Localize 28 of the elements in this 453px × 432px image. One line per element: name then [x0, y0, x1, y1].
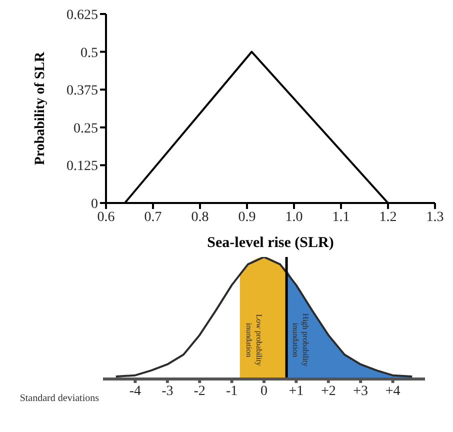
x-axis-title: Standard deviations — [20, 393, 100, 404]
annotation: Low probability inundation — [244, 314, 264, 366]
x-tick-label: 0.8 — [191, 210, 209, 225]
y-tick-label: 0.5 — [80, 46, 98, 61]
y-tick-label: 0.375 — [66, 84, 98, 99]
y-tick-label: 0.125 — [66, 159, 98, 174]
x-tick-label: -1 — [226, 384, 238, 399]
x-tick-label: -2 — [194, 384, 206, 399]
x-tick-label: +4 — [385, 384, 400, 399]
x-tick-label: 1.0 — [285, 210, 303, 225]
x-tick-label: +1 — [288, 384, 304, 399]
x-tick-label: +2 — [320, 384, 336, 399]
x-tick-label: 1.3 — [426, 210, 444, 225]
y-tick-label: 0.625 — [66, 8, 98, 23]
y-tick-label: 0 — [91, 196, 98, 212]
x-tick-label: 0.7 — [144, 210, 162, 225]
x-tick-label: +3 — [353, 384, 368, 399]
x-tick-label: 1.2 — [379, 210, 397, 225]
annotation: High probability inundation — [291, 313, 310, 367]
x-axis-title: Sea-level rise (SLR) — [207, 235, 334, 251]
x-tick-label: 0.6 — [97, 210, 115, 225]
x-tick-label: -4 — [129, 384, 142, 399]
y-axis-title: Probability of SLR — [33, 50, 48, 166]
x-tick-label: 0 — [260, 384, 268, 399]
x-tick-label: -3 — [162, 384, 174, 399]
x-tick-label: 1.1 — [332, 210, 350, 225]
y-tick-label: 0.25 — [74, 121, 98, 136]
x-tick-label: 0.9 — [238, 210, 256, 225]
